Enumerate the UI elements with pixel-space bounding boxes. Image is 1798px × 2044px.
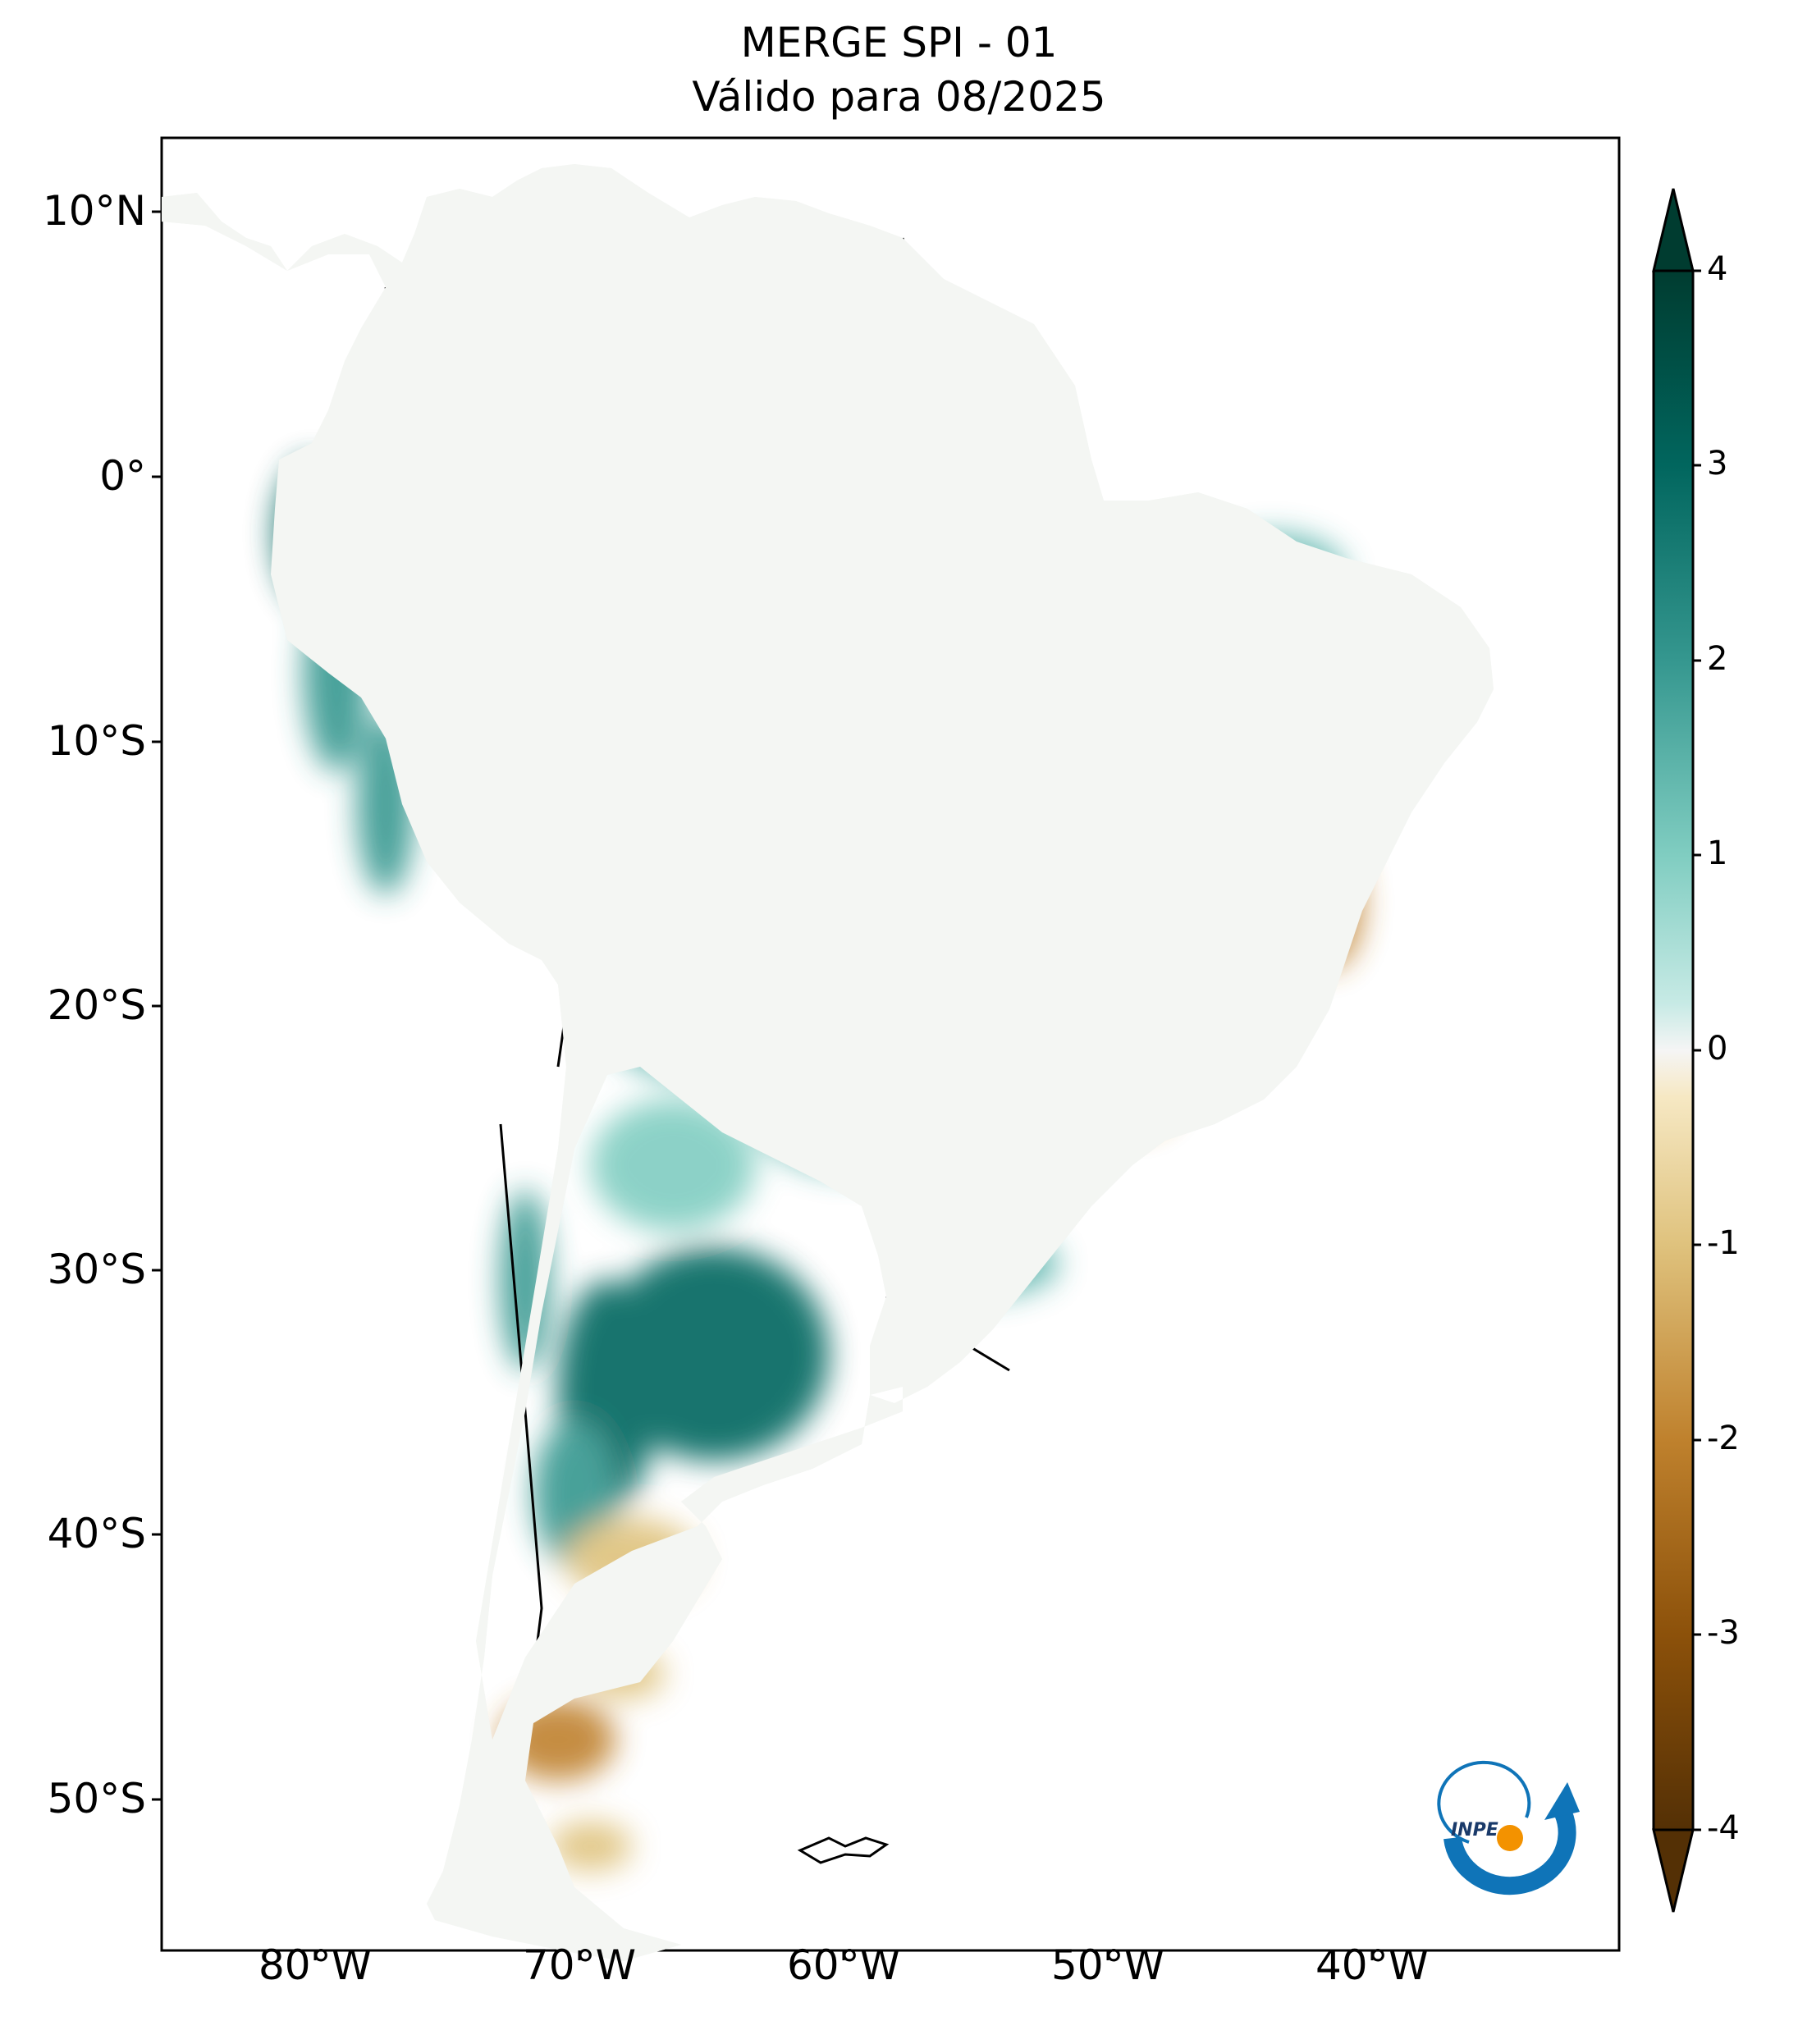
lat-label-50s: 50°S — [47, 1775, 146, 1822]
map-title: MERGE SPI - 01 — [740, 19, 1058, 66]
colorbar-label-neg1: -1 — [1707, 1224, 1740, 1262]
colorbar-label-1: 1 — [1707, 835, 1728, 872]
colorbar-label-0: 0 — [1707, 1030, 1728, 1068]
colorbar-label-neg4: -4 — [1707, 1809, 1740, 1847]
lat-label-40s: 40°S — [47, 1510, 146, 1557]
lat-label-30s: 30°S — [47, 1246, 146, 1293]
axis-ticks — [152, 210, 1374, 1960]
lon-label-50w: 50°W — [1050, 1941, 1165, 1989]
colorbar-label-neg3: -3 — [1707, 1614, 1740, 1652]
lat-label-10s: 10°S — [47, 717, 146, 765]
lon-label-60w: 60°W — [786, 1941, 901, 1989]
inpe-logo-text: INPE — [1451, 1820, 1498, 1841]
lon-label-70w: 70°W — [522, 1941, 637, 1989]
colorbar-label-neg2: -2 — [1707, 1420, 1740, 1457]
lat-label-0: 0° — [99, 452, 146, 500]
lat-label-10n: 10°N — [42, 187, 146, 235]
inpe-logo: INPE — [1437, 1760, 1580, 1895]
colorbar — [1652, 188, 1701, 1913]
lon-label-80w: 80°W — [258, 1941, 373, 1989]
colorbar-label-3: 3 — [1707, 445, 1728, 482]
falklands-islands — [797, 1836, 890, 1864]
colorbar-label-4: 4 — [1707, 250, 1728, 288]
lon-label-40w: 40°W — [1315, 1941, 1430, 1989]
colorbar-label-2: 2 — [1707, 640, 1728, 678]
map-subtitle: Válido para 08/2025 — [692, 73, 1106, 121]
lat-label-20s: 20°S — [47, 981, 146, 1029]
